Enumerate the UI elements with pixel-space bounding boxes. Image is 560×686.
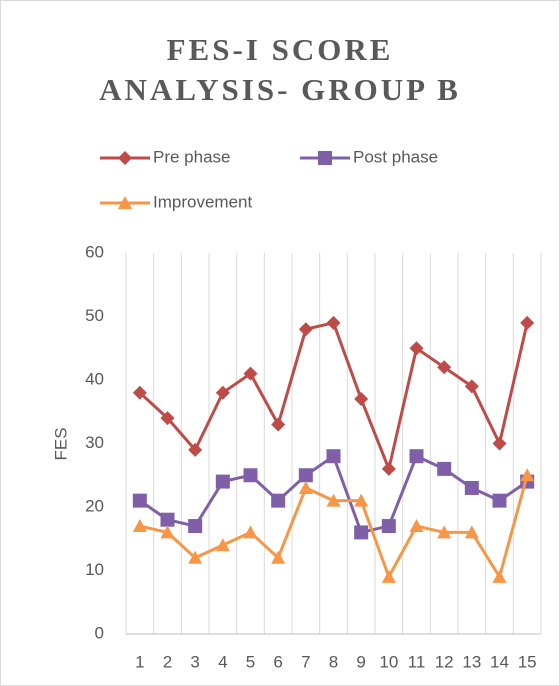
x-tick-label: 5 [246,652,255,671]
y-axis-label: FES [51,427,70,460]
marker [520,468,535,482]
marker [381,461,396,476]
marker [437,525,452,539]
marker [326,315,341,330]
marker [188,550,203,564]
marker [215,385,230,400]
y-tick-label: 50 [85,306,104,325]
marker [437,360,452,375]
marker [409,519,424,533]
x-tick-label: 8 [329,652,338,671]
marker [298,468,313,483]
y-tick-label: 30 [85,433,104,452]
legend-label: Post phase [353,147,438,166]
x-tick-label: 7 [301,652,310,671]
marker [243,366,258,381]
marker [160,512,175,527]
marker [381,519,396,534]
marker [409,449,424,464]
y-tick-label: 0 [95,623,104,642]
marker [326,493,341,507]
x-tick-label: 2 [163,652,172,671]
marker [409,341,424,356]
marker [160,411,175,426]
y-tick-label: 10 [85,560,104,579]
marker [271,493,286,508]
x-tick-label: 10 [379,652,398,671]
marker [354,525,369,540]
marker [215,538,230,552]
marker [243,468,258,483]
legend-label: Pre phase [153,147,231,166]
x-tick-label: 15 [518,652,537,671]
marker [118,196,132,209]
marker [464,525,479,539]
x-tick-label: 13 [462,652,481,671]
marker [271,417,286,432]
x-tick-label: 3 [190,652,199,671]
x-tick-label: 11 [408,652,426,671]
marker [464,480,479,495]
marker [298,322,313,337]
marker [188,519,203,534]
marker [326,449,341,464]
marker [243,525,258,539]
marker [271,550,286,564]
marker [188,442,203,457]
marker [381,569,396,583]
x-tick-label: 9 [356,652,365,671]
marker [160,525,175,539]
marker [520,315,535,330]
marker [437,461,452,476]
marker [298,480,313,494]
x-tick-label: 6 [273,652,282,671]
y-tick-label: 20 [85,496,104,515]
x-tick-label: 1 [135,652,144,671]
marker [492,569,507,583]
marker [464,379,479,394]
marker [354,392,369,407]
marker [215,474,230,489]
chart-title: FES-I SCORE ANALYSIS- GROUP B [99,32,461,107]
marker [318,151,332,165]
marker [132,385,147,400]
marker [132,519,147,533]
marker [118,151,132,165]
y-tick-label: 60 [85,242,104,261]
marker [492,493,507,508]
marker [354,493,369,507]
x-tick-label: 14 [490,652,509,671]
marker [492,436,507,451]
legend-label: Improvement [153,192,252,211]
x-tick-label: 12 [435,652,454,671]
y-tick-label: 40 [85,369,104,388]
x-tick-label: 4 [218,652,227,671]
marker [132,493,147,508]
